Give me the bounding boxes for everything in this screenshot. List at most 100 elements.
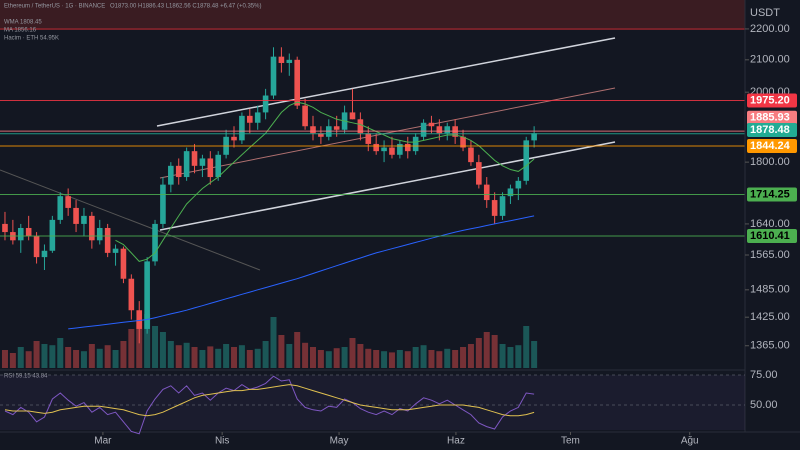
volume-bar — [333, 348, 340, 368]
volume-bar — [302, 342, 309, 368]
x-tick-label: Haz — [447, 436, 465, 447]
volume-bar — [436, 351, 443, 368]
ma-info: MA 1856.16 — [4, 28, 37, 34]
volume-bar — [475, 338, 482, 368]
candle-body — [49, 219, 56, 251]
candle-body — [262, 95, 269, 113]
x-tick-label: Mar — [94, 436, 112, 447]
candle-body — [254, 112, 261, 123]
volume-bar — [404, 351, 411, 368]
volume-bar — [183, 342, 190, 368]
volume-bar — [388, 352, 395, 368]
volume-bar — [80, 351, 87, 368]
price-label-bg — [747, 139, 797, 154]
price-label: 1714.25 — [750, 188, 790, 200]
volume-bar — [199, 350, 206, 368]
candle-body — [183, 151, 190, 178]
trend-line — [0, 169, 261, 271]
volume-bar — [223, 344, 230, 368]
volume-bar — [1, 350, 8, 368]
volume-info: Hacim · ETH 54.95K — [4, 36, 59, 42]
candle-body — [152, 223, 158, 262]
candle-body — [373, 143, 379, 152]
indicator-line — [68, 215, 535, 330]
volume-bar — [159, 332, 166, 368]
volume-bar — [238, 345, 245, 368]
y-tick-label: 1485.00 — [750, 284, 790, 296]
volume-bar — [215, 348, 222, 368]
candle-body — [104, 227, 111, 253]
volume-bar — [317, 350, 324, 368]
volume-bar — [523, 326, 530, 368]
volume-bar — [128, 329, 135, 368]
y-tick-label: 2200.00 — [750, 23, 790, 35]
candle-body — [294, 59, 300, 106]
volume-bar — [152, 326, 159, 368]
candle-body — [420, 122, 427, 137]
volume-bar — [57, 338, 64, 368]
volume-bar — [254, 348, 261, 368]
volume-bar — [357, 344, 364, 368]
volume-bar — [483, 332, 490, 368]
volume-bar — [278, 335, 285, 368]
x-tick-label: Ağu — [681, 436, 699, 447]
candle-body — [270, 56, 277, 96]
candle-body — [483, 184, 490, 201]
volume-bar — [491, 335, 498, 368]
candle-body — [476, 162, 482, 185]
volume-bar — [231, 347, 238, 368]
candle-body — [144, 261, 150, 329]
x-tick-label: Tem — [561, 436, 580, 447]
volume-bar — [25, 351, 32, 368]
price-label-bg — [747, 187, 797, 202]
price-label-bg — [747, 229, 797, 244]
volume-bar — [65, 347, 72, 368]
candle-body — [112, 248, 119, 253]
candle-body — [73, 207, 79, 224]
candle-body — [41, 250, 48, 258]
volume-bar — [531, 341, 538, 368]
volume-bar — [175, 345, 182, 368]
volume-bar — [207, 346, 214, 368]
price-label: 1844.24 — [750, 140, 791, 152]
price-label-bg — [747, 93, 797, 108]
candle-body — [17, 227, 24, 241]
volume-bar — [191, 347, 198, 368]
channel-bottom — [159, 141, 616, 231]
candle-body — [491, 200, 498, 216]
volume-bar — [246, 350, 253, 368]
volume-bar — [144, 314, 151, 368]
candle-body — [175, 165, 182, 178]
candle-body — [404, 143, 411, 152]
candle-body — [318, 133, 324, 137]
rsi-line — [4, 375, 535, 435]
candle-body — [515, 180, 522, 189]
volume-bar — [17, 347, 24, 368]
volume-bar — [341, 347, 348, 368]
volume-bar — [104, 345, 111, 368]
candle-body — [120, 248, 127, 279]
candle-body — [160, 184, 166, 224]
rsi-ma-line — [4, 384, 535, 417]
candle-body — [436, 126, 443, 134]
volume-bar — [120, 341, 127, 368]
volume-bar — [428, 350, 435, 368]
x-tick-label: Nis — [215, 436, 229, 447]
volume-bar — [420, 345, 427, 368]
y-tick-label: 1640.00 — [750, 218, 790, 230]
rsi-tick-label: 50.00 — [750, 399, 778, 411]
volume-bar — [33, 341, 40, 368]
x-tick-label: May — [330, 436, 349, 447]
volume-bar — [444, 348, 451, 368]
candle-body — [215, 154, 222, 178]
candle-body — [286, 59, 293, 63]
candle-body — [278, 56, 285, 63]
candle-body — [247, 115, 253, 123]
candle-body — [531, 133, 537, 141]
volume-bar — [507, 347, 514, 368]
candle-body — [444, 126, 451, 134]
volume-bar — [49, 345, 56, 368]
volume-bar — [452, 350, 459, 368]
volume-bar — [270, 317, 277, 368]
